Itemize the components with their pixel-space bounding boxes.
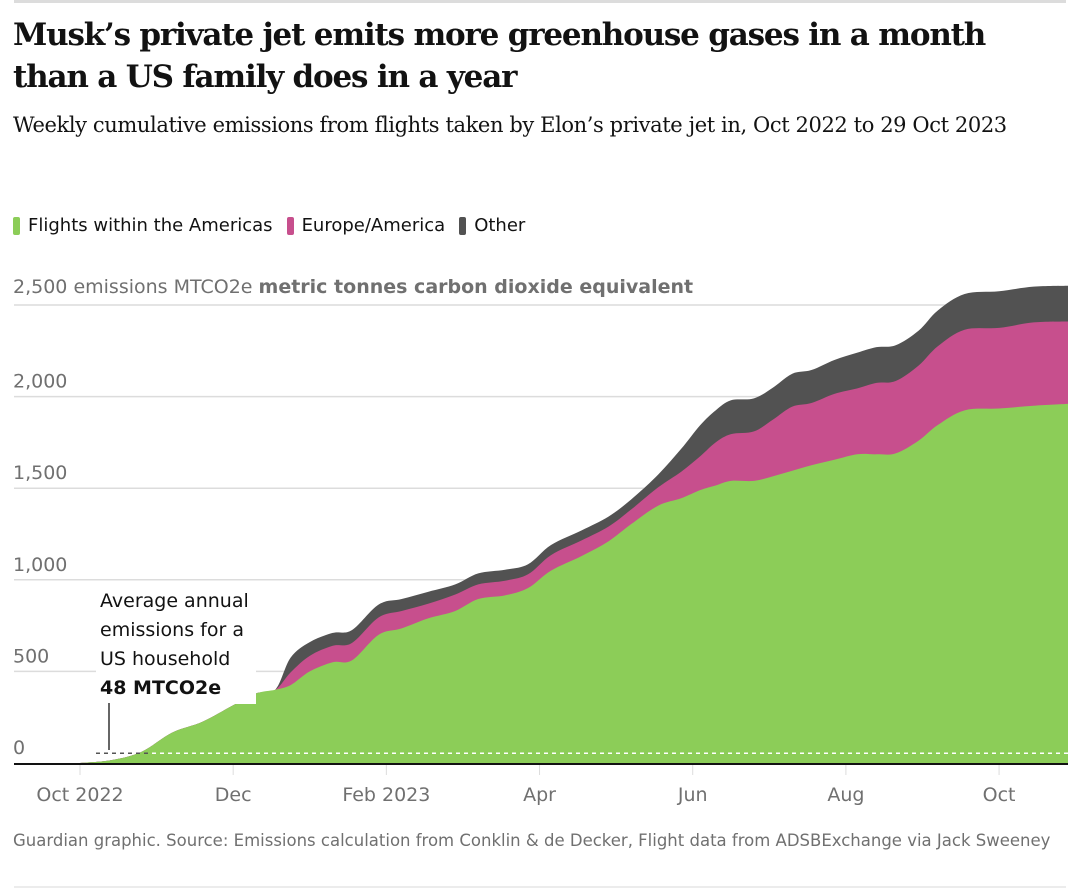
y-axis-unit-label: 2,500 emissions MTCO2e metric tonnes car… (13, 276, 693, 298)
y-axis-unit: emissions MTCO2e (73, 276, 258, 298)
y-tick-label: 0 (13, 737, 25, 759)
annotation-line-2: emissions for a (100, 619, 244, 641)
x-tick-label: Jun (677, 784, 708, 806)
source-note: Guardian graphic. Source: Emissions calc… (13, 831, 1051, 850)
annotation: Average annual emissions for a US househ… (96, 584, 256, 750)
bottom-rule (14, 886, 1066, 888)
chart-title: Musk’s private jet emits more greenhouse… (13, 17, 986, 95)
x-tick-label: Apr (523, 784, 556, 806)
annotation-line-3: US household (100, 648, 230, 670)
stacked-areas (80, 285, 1068, 763)
y-axis-unit-description: metric tonnes carbon dioxide equivalent (259, 276, 694, 298)
x-tick-label: Aug (827, 784, 864, 806)
legend: Flights within the Americas Europe/Ameri… (13, 215, 539, 236)
x-tick-label: Oct (983, 784, 1016, 806)
annotation-value: 48 MTCO2e (100, 677, 221, 699)
x-tick-label: Feb 2023 (342, 784, 430, 806)
legend-swatch-europe-america (286, 216, 294, 235)
annotation-line-1: Average annual (100, 590, 249, 612)
legend-label-americas: Flights within the Americas (28, 215, 273, 236)
y-tick-label: 1,000 (13, 554, 67, 576)
x-tick-label: Oct 2022 (36, 784, 123, 806)
top-rule (14, 0, 1066, 3)
legend-item-other: Other (459, 215, 525, 236)
legend-item-americas: Flights within the Americas (13, 215, 273, 236)
legend-label-europe-america: Europe/America (301, 215, 446, 236)
legend-item-europe-america: Europe/America (286, 215, 446, 236)
y-tick-label: 2,000 (13, 371, 67, 393)
legend-swatch-americas (13, 216, 20, 235)
annotation-background (96, 584, 256, 704)
axes: 0 500 1,000 1,500 2,000 Oct 2022 Dec Feb 2023 Ap… (13, 371, 1068, 806)
x-tick-label: Dec (215, 784, 252, 806)
chart-subtitle: Weekly cumulative emissions from flights… (13, 113, 1007, 137)
y-tick-label: 500 (13, 645, 49, 667)
legend-swatch-other (459, 216, 467, 235)
y-axis-top-tick: 2,500 (13, 276, 73, 298)
legend-label-other: Other (474, 215, 526, 236)
y-tick-label: 1,500 (13, 462, 67, 484)
area-flights-within-the-americas (80, 403, 1068, 763)
